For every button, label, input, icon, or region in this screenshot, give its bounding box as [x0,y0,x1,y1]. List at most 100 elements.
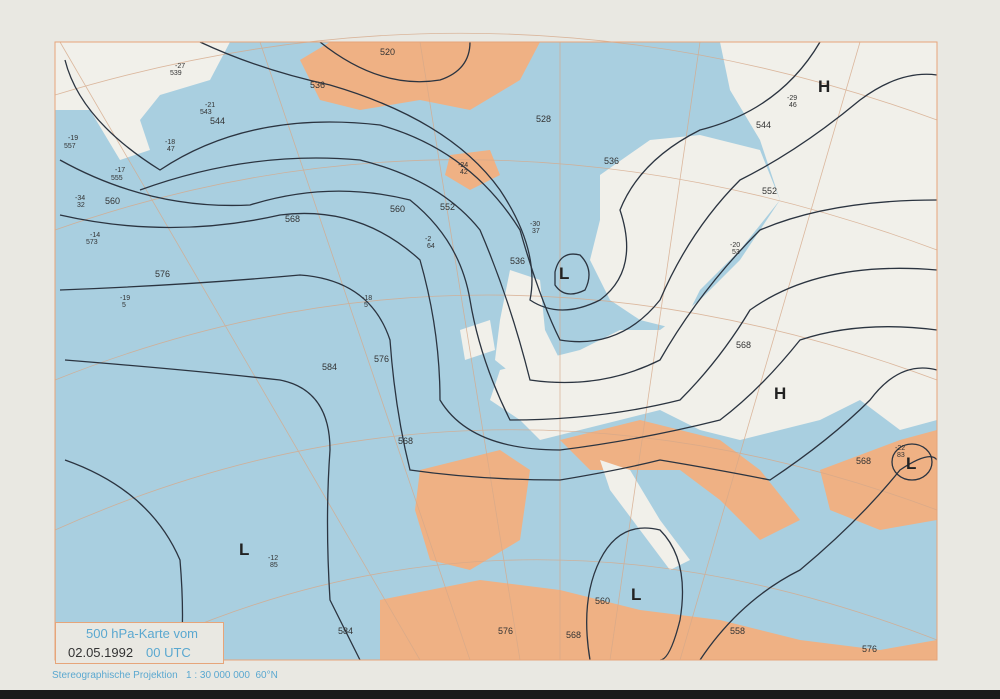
map-title: 500 hPa-Karte vom [86,626,199,641]
contour-label: 552 [440,202,455,212]
greenland [300,42,540,110]
svg-text:557: 557 [64,143,76,150]
svg-text:-17: -17 [115,167,125,174]
contour-label: 558 [730,626,745,636]
ireland [460,320,495,360]
svg-text:543: 543 [200,109,212,116]
svg-text:-12: -12 [268,555,278,562]
svg-text:555: 555 [111,175,123,182]
north-africa [380,580,937,660]
svg-text:-18: -18 [362,295,372,302]
contour-label: 568 [285,214,300,224]
svg-text:53: 53 [732,249,740,256]
svg-text:83: 83 [897,452,905,459]
svg-text:46: 46 [789,102,797,109]
contour-labels: 520 536 544 560 552 560 568 576 584 576 … [105,47,877,654]
svg-text:-19: -19 [120,295,130,302]
contour-label: 536 [604,156,619,166]
map-date: 02.05.1992 [68,645,134,660]
low-center: L [906,454,916,473]
svg-text:-24: -24 [458,162,468,169]
station-plot: -264 [425,236,435,250]
svg-text:-22: -22 [895,445,905,452]
pressure-centers: H H L L L L [239,77,916,604]
contour-label: 560 [390,204,405,214]
contour-label: 536 [510,256,525,266]
contour-label: 536 [310,80,325,90]
contour-label: 568 [398,436,413,446]
contour-label: 520 [380,47,395,57]
contour-label: 576 [374,354,389,364]
station-plot: -185 [362,295,372,309]
svg-text:-21: -21 [205,102,215,109]
svg-text:-27: -27 [175,63,185,70]
svg-text:37: 37 [532,228,540,235]
projection-footer: Stereographische Projektion 1 : 30 000 0… [52,670,278,681]
eurasia [490,42,937,440]
svg-text:5: 5 [122,302,126,309]
svg-text:-14: -14 [90,232,100,239]
high-center: H [774,384,786,403]
map-time: 00 UTC [146,645,191,660]
svg-text:539: 539 [170,70,182,77]
station-plot: -195 [120,295,130,309]
contour-label: 576 [862,644,877,654]
map-frame [54,41,938,661]
map-scale: 1 : 30 000 000 [185,670,250,681]
contour-label: 552 [762,186,777,196]
svg-text:573: 573 [86,239,98,246]
contour-label: 560 [105,196,120,206]
contour-label: 584 [338,626,353,636]
svg-text:42: 42 [460,169,468,176]
projection-name: Stereographische Projektion [52,670,178,681]
svg-text:32: 32 [77,202,85,209]
contour-label: 576 [155,269,170,279]
canada-arctic [55,42,230,160]
land-areas [55,42,937,660]
svg-text:-20: -20 [730,242,740,249]
alps-balkans [560,420,800,540]
svg-text:-29: -29 [787,95,797,102]
svg-text:64: 64 [427,243,435,250]
scandinavia [590,135,780,330]
contour-label: 568 [856,456,871,466]
scan-edge [0,690,1000,699]
british-isles [495,270,560,380]
svg-text:-18: -18 [165,139,175,146]
svg-text:-30: -30 [530,221,540,228]
low-center: L [631,585,641,604]
italy [600,460,690,570]
low-center: L [559,264,569,283]
svg-text:5: 5 [364,302,368,309]
iberia [415,450,530,570]
contour-label: 584 [322,362,337,372]
contour-label: 576 [498,626,513,636]
contour-label: 528 [536,114,551,124]
standard-latitude: 60°N [255,670,278,681]
low-center: L [239,540,249,559]
height-contours [59,41,938,661]
turkey [820,430,937,530]
contour-label: 568 [736,340,751,350]
svg-text:-2: -2 [425,236,431,243]
contour-label: 568 [566,630,581,640]
contour-label: 544 [210,116,225,126]
svg-text:47: 47 [167,146,175,153]
contour-label: 544 [756,120,771,130]
svg-text:-34: -34 [75,195,85,202]
contour-label: 560 [595,596,610,606]
